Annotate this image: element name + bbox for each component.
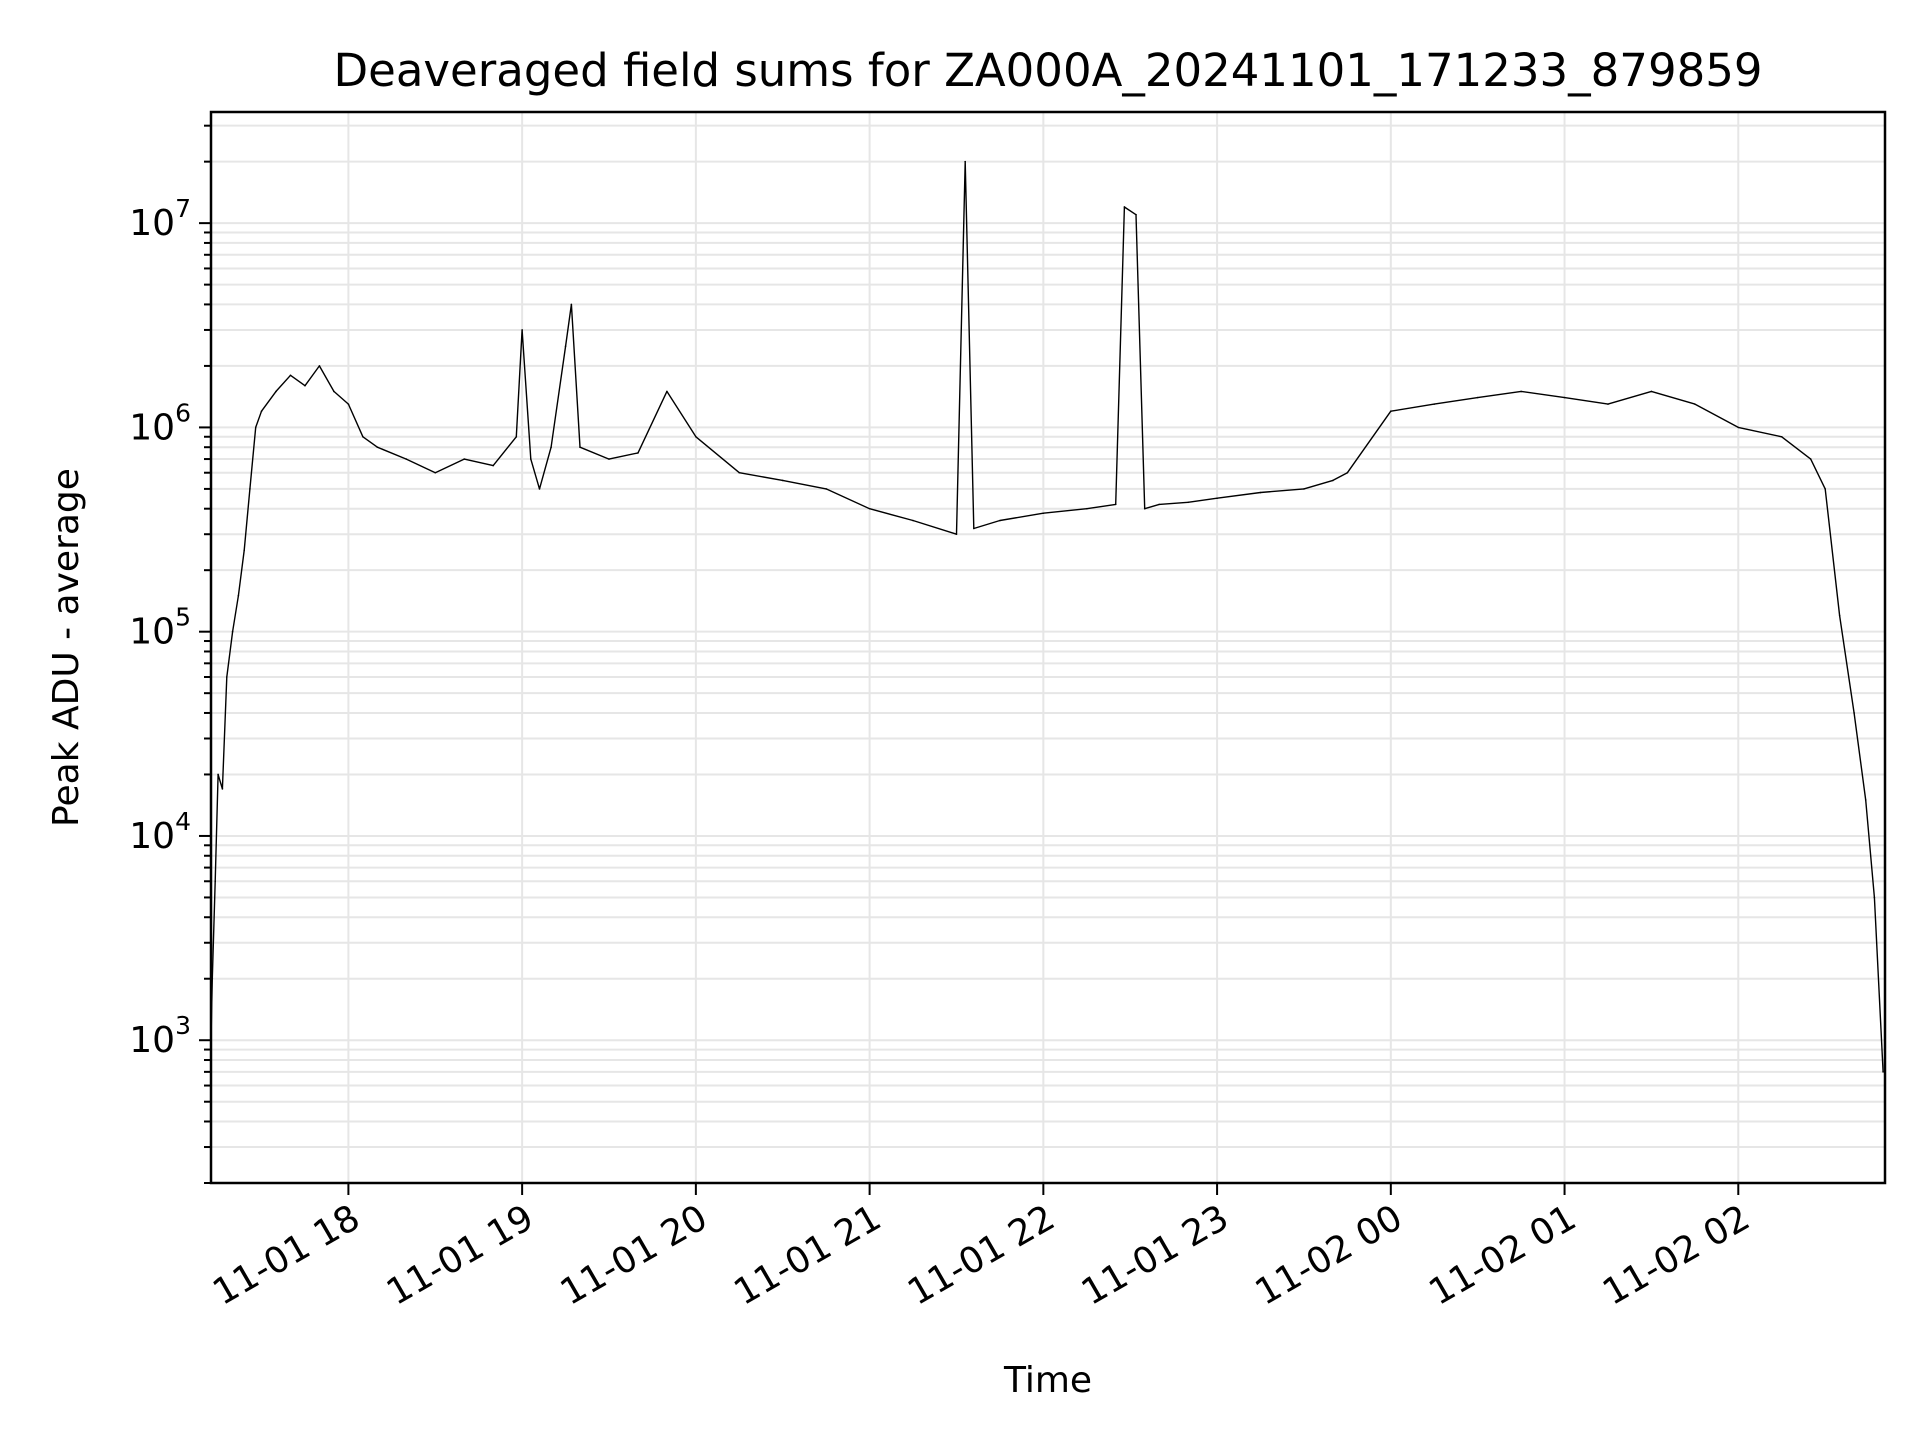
data-point [254, 426, 257, 429]
data-point [999, 519, 1001, 522]
data-point [304, 384, 306, 387]
data-point [1143, 507, 1146, 510]
data-point [1433, 403, 1436, 405]
y-axis-label: Peak ADU - average [46, 468, 87, 827]
data-point [405, 458, 408, 460]
data-point [249, 488, 251, 490]
data-point [973, 527, 975, 530]
data-point [1882, 1071, 1884, 1073]
data-point [564, 345, 567, 347]
data-point [1216, 497, 1218, 500]
data-point [695, 435, 697, 438]
data-point [260, 410, 263, 413]
y-tick-label: 105 [129, 603, 191, 653]
data-point [243, 549, 245, 552]
data-point [1332, 479, 1334, 482]
grid [211, 112, 1885, 1184]
data-point [964, 160, 966, 163]
data-point [221, 788, 224, 790]
data-point [275, 390, 277, 393]
data-point [231, 630, 234, 633]
data-point [955, 533, 958, 536]
x-axis-label: Time [1003, 1360, 1092, 1401]
y-tick-exponent: 6 [175, 398, 191, 427]
data-point [608, 458, 610, 460]
data-point [434, 471, 437, 474]
data-point [1042, 512, 1045, 515]
data-point [637, 452, 639, 454]
y-tick-label: 104 [129, 807, 191, 857]
data-point [1650, 390, 1653, 393]
data-point [347, 403, 350, 405]
data-point [492, 464, 494, 467]
data-point [1694, 403, 1696, 405]
data-point [289, 374, 292, 377]
y-tick-label: 107 [129, 194, 191, 244]
data-point [1607, 403, 1609, 405]
data-point [1780, 435, 1783, 438]
data-point [1873, 896, 1876, 899]
y-tick-label: 106 [129, 398, 191, 448]
data-point [318, 365, 321, 367]
data-point [868, 507, 871, 510]
data-point [1123, 206, 1126, 208]
data-point [1114, 503, 1117, 506]
data-point [825, 488, 827, 490]
y-tick-base: 10 [129, 1020, 175, 1061]
data-point [1563, 396, 1566, 399]
data-point [521, 329, 523, 331]
y-tick-exponent: 7 [175, 194, 191, 223]
data-point [1809, 458, 1812, 460]
data-point [530, 458, 532, 460]
data-point [1346, 471, 1349, 474]
plot-frame [209, 110, 1887, 1185]
y-tick-base: 10 [129, 407, 175, 448]
y-tick-exponent: 3 [175, 1011, 191, 1040]
y-tick-base: 10 [129, 203, 175, 244]
data-point [1824, 488, 1826, 490]
data-point [1853, 712, 1855, 714]
y-tick-base: 10 [129, 816, 175, 857]
y-tick-base: 10 [129, 612, 175, 653]
chart-title: Deaveraged field sums for ZA000A_2024110… [334, 44, 1763, 97]
data-point [1838, 614, 1841, 617]
data-point [376, 446, 379, 449]
data-point [1259, 491, 1262, 494]
data-point [515, 435, 518, 438]
data-point [1085, 507, 1088, 510]
data-point [362, 435, 364, 438]
data-point [333, 390, 335, 393]
y-tick-exponent: 4 [175, 807, 191, 836]
data-point [738, 471, 741, 474]
data-point [1520, 390, 1522, 393]
y-tick-label: 103 [129, 1011, 191, 1061]
data-point [570, 303, 573, 306]
y-tick-exponent: 5 [175, 603, 191, 632]
data-point [217, 773, 219, 776]
data-point [1390, 410, 1392, 413]
data-point [912, 519, 914, 522]
data-point [538, 488, 541, 490]
data-point [781, 479, 784, 482]
data-point [550, 446, 552, 449]
data-point [579, 446, 581, 449]
data-point [225, 676, 228, 678]
series-layer [210, 160, 1884, 1073]
data-point [214, 880, 216, 883]
data-point [1737, 426, 1740, 429]
data-point [1476, 396, 1479, 399]
data-point [463, 458, 466, 460]
data-point [666, 390, 668, 393]
data-point [1303, 488, 1305, 490]
data-point [1864, 799, 1867, 801]
data-point [237, 594, 240, 597]
data-point [1135, 213, 1137, 216]
data-point [1187, 501, 1189, 504]
data-point [1158, 503, 1160, 506]
